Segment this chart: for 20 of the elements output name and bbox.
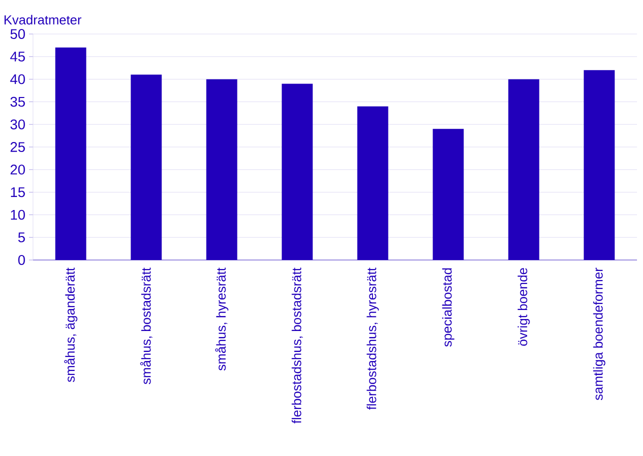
x-tick-label: övrigt boende xyxy=(518,268,530,346)
x-tick-label: flerbostadshus, hyresrätt xyxy=(366,268,379,410)
y-tick-label: 45 xyxy=(10,52,25,62)
y-axis-title: Kvadratmeter xyxy=(4,14,82,24)
y-tick-label: 15 xyxy=(10,187,25,198)
x-tick-label: småhus, hyresrätt xyxy=(215,268,228,370)
y-tick-label: 35 xyxy=(10,96,25,107)
x-tick-label: samtliga boendeformer xyxy=(593,268,606,400)
y-tick-label: 30 xyxy=(10,119,25,130)
x-tick-label: småhus, bostadsrätt xyxy=(140,268,152,384)
y-tick-label: 5 xyxy=(18,232,25,242)
y-tick-label: 0 xyxy=(18,255,25,265)
y-tick-label: 10 xyxy=(10,210,25,220)
y-tick-label: 40 xyxy=(10,74,25,84)
x-tick-label: specialbostad xyxy=(442,268,454,347)
y-tick-label: 25 xyxy=(10,142,25,152)
y-tick-label: 20 xyxy=(10,164,25,175)
y-tick-label: 50 xyxy=(10,29,25,39)
x-tick-label: småhus, äganderätt xyxy=(64,268,78,382)
x-tick-label: flerbostadshus, bostadsrätt xyxy=(292,268,303,424)
